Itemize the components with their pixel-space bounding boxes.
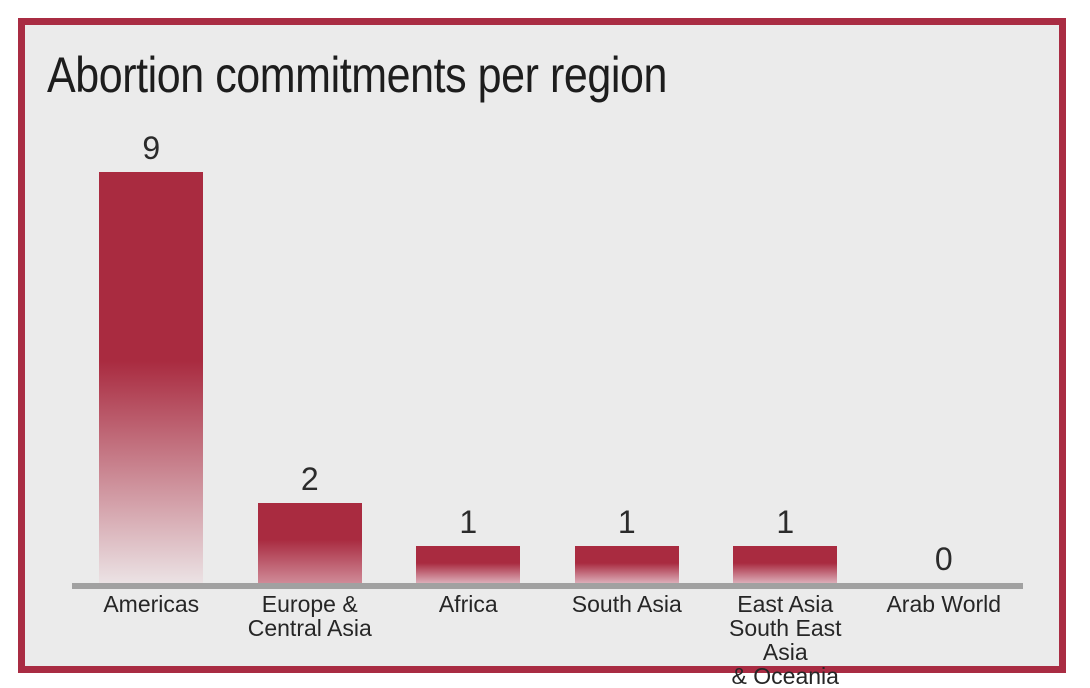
bar-column-east-asia-south-east-asia-oceania: 1: [706, 125, 865, 583]
chart-title: Abortion commitments per region: [47, 49, 768, 102]
bar-column-africa: 1: [389, 125, 548, 583]
bar-americas: [99, 172, 204, 583]
bar-column-arab-world: 0: [865, 125, 1024, 583]
bar-column-south-asia: 1: [548, 125, 707, 583]
x-axis-label-south-asia: South Asia: [548, 592, 707, 688]
x-axis-label-line: Americas: [103, 591, 200, 617]
x-axis-label-line: & Oceania: [731, 663, 839, 688]
bar-plot-area: 9 2 1 1 1 0: [72, 125, 1023, 583]
bar-east-asia-south-east-asia-oceania: [733, 546, 838, 583]
bar-value-label-europe-central-asia: 2: [300, 461, 319, 497]
x-axis-label-line: Europe &: [261, 591, 358, 617]
x-axis-label-africa: Africa: [389, 592, 548, 688]
x-axis-label-east-asia-south-east-asia-oceania: East Asia South East Asia & Oceania: [706, 592, 865, 688]
x-axis-line: [72, 583, 1023, 589]
x-axis-label-line: Central Asia: [247, 615, 372, 641]
bar-south-asia: [574, 546, 679, 583]
x-axis-label-line: South East Asia: [728, 615, 842, 665]
bar-value-label-americas: 9: [142, 130, 161, 166]
chart-frame: Abortion commitments per region 9 2 1 1 1 0 A…: [18, 18, 1066, 688]
bar-value-label-arab-world: 0: [934, 541, 953, 577]
x-axis-label-line: Arab World: [886, 591, 1002, 617]
bar-column-americas: 9: [72, 125, 231, 583]
x-axis-labels: Americas Europe & Central Asia Africa South …: [72, 592, 1023, 688]
x-axis-label-europe-central-asia: Europe & Central Asia: [231, 592, 390, 688]
bar-value-label-east-asia-south-east-asia-oceania: 1: [776, 504, 795, 540]
bar-value-label-south-asia: 1: [617, 504, 636, 540]
x-axis-label-arab-world: Arab World: [865, 592, 1024, 688]
x-axis-label-line: Africa: [438, 591, 498, 617]
bar-column-europe-central-asia: 2: [231, 125, 390, 583]
bar-africa: [416, 546, 521, 583]
x-axis-label-americas: Americas: [72, 592, 231, 688]
bar-europe-central-asia: [257, 503, 362, 583]
x-axis-label-line: South Asia: [571, 591, 682, 617]
chart-title-text: Abortion commitments per region: [47, 47, 668, 103]
bar-value-label-africa: 1: [459, 504, 478, 540]
x-axis-label-line: East Asia: [737, 591, 834, 617]
